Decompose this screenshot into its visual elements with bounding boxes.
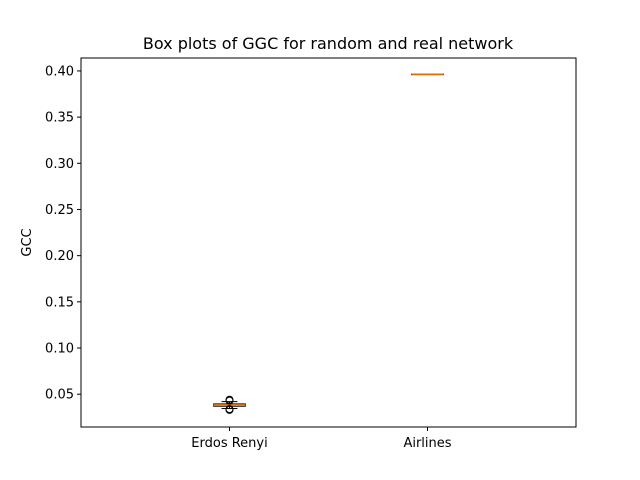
- y-axis-label: GCC: [20, 228, 35, 256]
- x-tick-label: Erdos Renyi: [191, 436, 267, 451]
- y-tick-label: 0.40: [45, 64, 74, 79]
- y-tick-label: 0.20: [45, 249, 74, 264]
- y-tick-label: 0.35: [45, 111, 74, 126]
- y-axis: 0.05 0.10 0.15 0.20 0.25 0.30 0.35 0.40: [45, 64, 81, 403]
- flier-point: [225, 395, 234, 404]
- box-airlines: [411, 73, 444, 76]
- chart-title: Box plots of GGC for random and real net…: [143, 34, 514, 53]
- box-erdos-renyi: [213, 395, 246, 414]
- y-tick-label: 0.05: [45, 388, 74, 403]
- y-tick-label: 0.30: [45, 157, 74, 172]
- y-tick-label: 0.10: [45, 342, 74, 357]
- x-axis: Erdos Renyi Airlines: [191, 427, 452, 451]
- x-tick-label: Airlines: [403, 436, 451, 451]
- box-series: [213, 73, 444, 414]
- y-tick-label: 0.15: [45, 295, 74, 310]
- y-tick-label: 0.25: [45, 203, 74, 218]
- flier-point: [225, 405, 234, 414]
- plot-frame: [80, 57, 577, 428]
